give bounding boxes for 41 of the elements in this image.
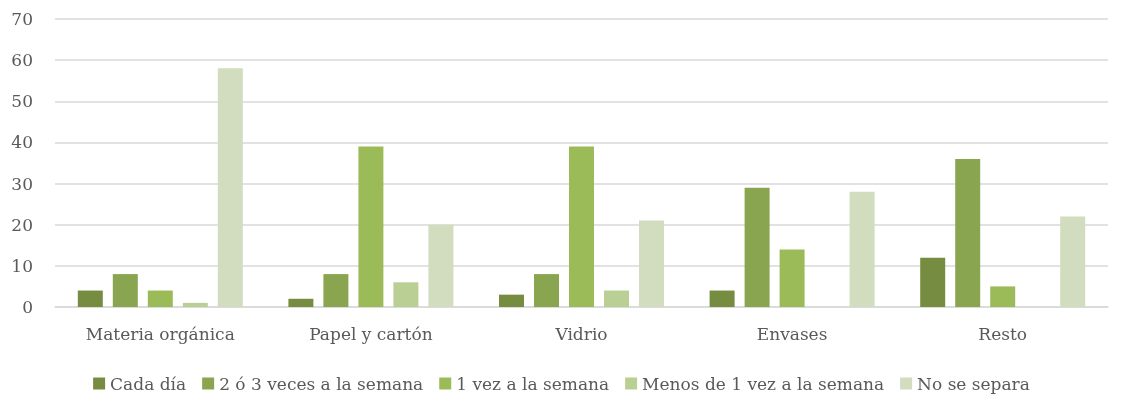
x-tick-label: Vidrio	[554, 323, 608, 344]
bar	[534, 274, 559, 307]
bar	[639, 220, 664, 307]
y-tick-label: 40	[11, 132, 33, 153]
bar	[217, 68, 243, 307]
y-tick-label: 60	[11, 50, 33, 71]
y-tick-label: 70	[11, 9, 33, 29]
bar	[709, 290, 735, 307]
bar	[499, 294, 524, 307]
bar	[779, 249, 805, 307]
legend-label: Menos de 1 vez a la semana	[642, 373, 885, 394]
bar	[323, 274, 349, 307]
bar	[955, 158, 981, 307]
legend-label: 1 vez a la semana	[456, 373, 610, 394]
bar	[112, 274, 138, 307]
bar	[849, 191, 875, 307]
y-tick-label: 30	[11, 173, 33, 194]
bar	[744, 187, 770, 307]
bar	[1060, 216, 1086, 307]
y-tick-label: 0	[22, 297, 33, 317]
x-tick-label: Envases	[756, 323, 828, 344]
legend-label: 2 ó 3 veces a la semana	[219, 373, 424, 394]
y-tick-label: 10	[11, 255, 33, 276]
y-tick-label: 20	[11, 214, 33, 235]
bar	[990, 286, 1016, 307]
bar	[147, 290, 173, 307]
bar	[393, 282, 419, 307]
x-tick-label: Materia orgánica	[85, 323, 235, 344]
bar	[920, 257, 946, 307]
bar	[569, 146, 594, 307]
bar	[182, 302, 208, 307]
x-tick-label: Papel y cartón	[309, 323, 433, 344]
x-tick-label: Resto	[978, 323, 1028, 344]
bar	[358, 146, 384, 307]
bar	[288, 298, 314, 307]
bar	[428, 224, 454, 307]
y-tick-label: 50	[11, 91, 33, 112]
bar	[77, 290, 103, 307]
bar	[604, 290, 629, 307]
legend-label: Cada día	[110, 373, 187, 394]
legend-label: No se separa	[917, 373, 1030, 394]
